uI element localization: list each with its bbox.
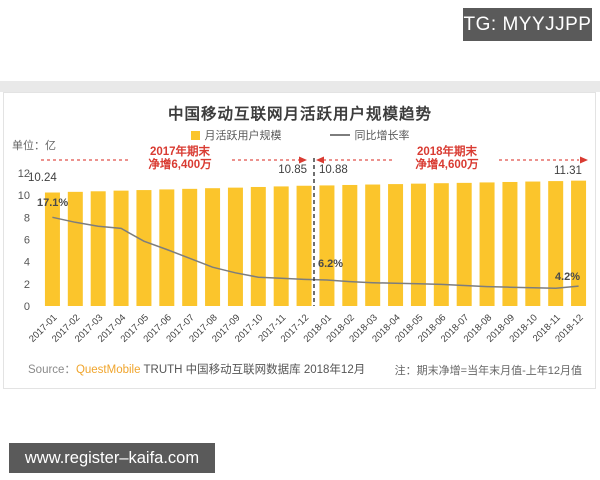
footnote: 注：期末净增=当年末月值-上年12月值 [394, 365, 582, 377]
source-rest: TRUTH 中国移动互联网数据库 2018年12月 [140, 364, 366, 376]
source-prefix: Source： [28, 364, 76, 376]
legend-item-growth: 同比增长率 [329, 127, 410, 143]
tg-watermark-badge: TG: MYYJJPP [463, 8, 592, 41]
annotation-2018-line1: 2018年期末 [416, 146, 478, 158]
annotation-2018-line2: 净增4,600万 [415, 159, 479, 171]
source-brand: QuestMobile [75, 364, 141, 376]
bar-value-label-2017-12: 10.85 [278, 164, 307, 176]
bar-value-label-2018-12: 11.31 [554, 165, 582, 177]
source-line: Source：QuestMobile TRUTH 中国移动互联网数据库 2018… [28, 361, 365, 377]
rate-label-2017-01: 17.1% [37, 197, 69, 209]
bar-swatch-icon [190, 130, 200, 140]
chart-legend: 月活跃用户规模 同比增长率 [0, 127, 600, 143]
rate-label-2018-01: 6.2% [318, 258, 344, 270]
bar-value-label-2018-01: 10.88 [319, 164, 348, 176]
legend-item-mau: 月活跃用户规模 [190, 127, 282, 143]
annotation-2017-line1: 2017年期末 [149, 146, 211, 158]
chart-title: 中国移动互联网月活跃用户规模趋势 [167, 106, 432, 123]
annotation-2017-net-increase: 2017年期末 净增6,400万 [132, 146, 228, 172]
line-swatch-icon [329, 134, 350, 136]
bar-value-label-2017-01: 10.24 [28, 172, 57, 184]
rate-label-2018-12: 4.2% [555, 271, 581, 283]
site-watermark-badge: www.register–kaifa.com [9, 443, 215, 473]
y-axis-unit-label: 单位：亿 [12, 140, 56, 152]
annotation-2018-net-increase: 2018年期末 净增4,600万 [399, 146, 495, 172]
section-divider-strip [0, 81, 600, 92]
annotation-2017-line2: 净增6,400万 [148, 159, 212, 171]
legend-label-growth: 同比增长率 [354, 130, 410, 142]
legend-label-mau: 月活跃用户规模 [204, 130, 282, 142]
